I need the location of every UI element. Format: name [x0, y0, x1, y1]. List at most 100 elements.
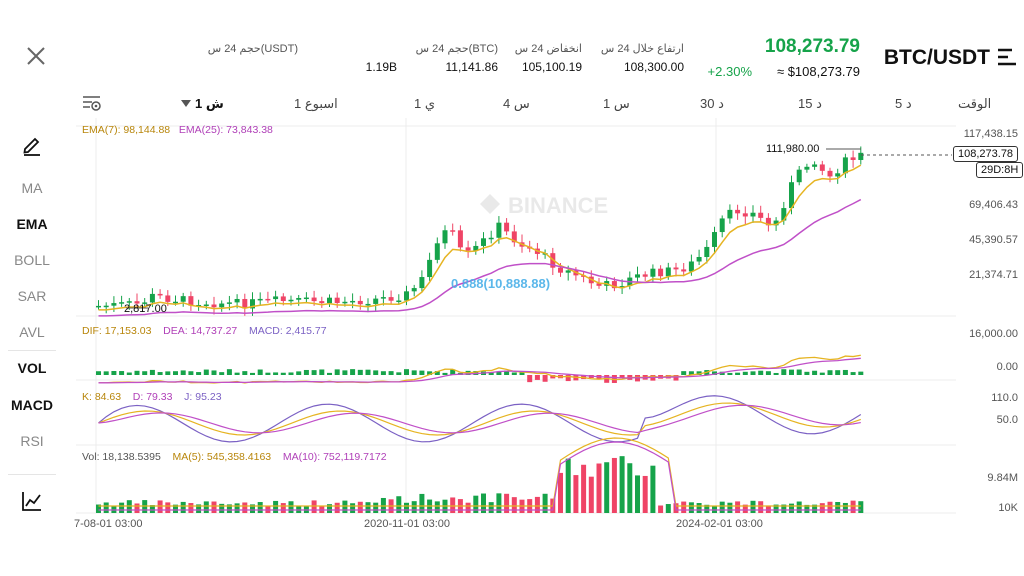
- volume-bar: [365, 502, 371, 513]
- macd-bar: [681, 371, 687, 375]
- sidebar-item-avl[interactable]: AVL: [19, 324, 45, 340]
- tab-15-min[interactable]: 15 د: [798, 96, 822, 111]
- candle-body: [203, 304, 209, 306]
- candle-body: [96, 305, 101, 308]
- watermark-text: BINANCE: [508, 193, 608, 218]
- macd-bar: [103, 371, 109, 375]
- macd-bar: [188, 371, 194, 375]
- macd-bar: [450, 369, 456, 375]
- candle-body: [465, 247, 471, 251]
- chevron-down-icon[interactable]: [181, 100, 191, 108]
- candle-body: [419, 277, 425, 289]
- tab-time[interactable]: الوقت: [958, 96, 992, 111]
- macd-bar: [319, 369, 325, 375]
- macd-bar: [534, 375, 540, 380]
- macd-bar: [327, 372, 332, 375]
- candle-body: [827, 170, 833, 177]
- volume-group: [96, 437, 864, 513]
- candle-body: [735, 209, 741, 214]
- macd-bar: [404, 369, 409, 375]
- candle-body: [173, 301, 178, 304]
- sidebar-item-rsi[interactable]: RSI: [20, 433, 44, 449]
- candle-body: [157, 293, 163, 296]
- volume-bar: [758, 501, 764, 513]
- volume-bar: [219, 503, 225, 513]
- tab-1-month[interactable]: 1 ش: [195, 96, 224, 111]
- candle-body: [642, 274, 648, 277]
- tab-5-min[interactable]: 5 د: [895, 96, 912, 111]
- macd-bar: [211, 370, 217, 375]
- sidebar-item-vol[interactable]: VOL: [17, 360, 47, 376]
- macd-bar: [303, 369, 309, 375]
- pencil-icon[interactable]: [21, 134, 43, 156]
- candle-body: [273, 296, 279, 300]
- candle-body: [242, 298, 248, 309]
- volume-bar: [265, 505, 271, 513]
- volume-bar: [658, 505, 664, 513]
- volume-bar: [296, 505, 302, 513]
- volume-bar: [588, 476, 594, 513]
- candle-body: [796, 169, 802, 183]
- macd-bar: [781, 369, 787, 375]
- macd-bar: [565, 375, 571, 382]
- macd-bar: [396, 372, 402, 375]
- sidebar-item-ma[interactable]: MA: [21, 180, 43, 196]
- tab-4-hour[interactable]: 4 س: [503, 96, 530, 111]
- sidebar-item-boll[interactable]: BOLL: [14, 252, 50, 268]
- kdj-legend: K: 84.63 D: 79.33 J: 95.23: [82, 391, 222, 403]
- volume-bar: [789, 503, 794, 513]
- macd-bar: [719, 371, 725, 375]
- macd-bar: [511, 372, 517, 375]
- menu-icon[interactable]: [996, 46, 1018, 68]
- sidebar-item-ema[interactable]: EMA: [16, 216, 48, 232]
- tab-30-min[interactable]: 30 د: [700, 96, 724, 111]
- macd-bar: [134, 370, 140, 375]
- candle-body: [688, 261, 694, 272]
- sidebar-item-macd[interactable]: MACD: [11, 397, 53, 413]
- tab-1-week[interactable]: 1 اسبوع: [294, 96, 338, 111]
- macd-bar: [727, 372, 733, 375]
- macd-bar: [434, 371, 440, 375]
- volume-bar: [604, 462, 610, 513]
- close-icon[interactable]: [24, 44, 48, 68]
- stat-value-vol-usdt: 1.19B: [365, 60, 397, 74]
- stat-value-high: 108,300.00: [623, 60, 684, 74]
- candle-body: [850, 157, 856, 160]
- volume-bar: [719, 501, 725, 513]
- chart-settings-icon[interactable]: [82, 95, 102, 113]
- indicator-chart-icon[interactable]: [21, 490, 43, 512]
- macd-bar: [380, 371, 386, 375]
- candlestick-chart[interactable]: BINANCE: [76, 118, 1024, 538]
- stat-label-vol-usdt: حجم 24 س(USDT): [207, 43, 298, 55]
- candle-body: [789, 182, 794, 209]
- candle-body: [504, 222, 510, 232]
- tab-1-hour[interactable]: 1 س: [603, 96, 630, 111]
- ema7-line: [98, 164, 862, 311]
- candle-body: [196, 304, 202, 307]
- x-label-0: 7-08-01 03:00: [74, 518, 143, 530]
- macd-group: [96, 354, 864, 384]
- vol-label: Vol: 18,138.5395: [82, 451, 161, 463]
- candle-body: [496, 222, 502, 238]
- macd-bar: [527, 375, 533, 383]
- candle-body: [804, 166, 810, 170]
- volume-bar: [234, 503, 240, 513]
- macd-bar: [342, 370, 348, 375]
- candle-body: [765, 217, 771, 226]
- candle-body: [265, 298, 271, 301]
- macd-label: MACD: 2,415.77: [248, 325, 327, 337]
- volume-bar: [835, 502, 841, 513]
- volume-bar: [473, 495, 479, 513]
- tab-1-day[interactable]: 1 ي: [414, 96, 436, 111]
- macd-bar: [773, 372, 779, 375]
- candle-body: [712, 232, 717, 247]
- y-label-main-2: 45,390.57: [969, 234, 1018, 246]
- volume-bar: [627, 463, 633, 513]
- sidebar-item-sar[interactable]: SAR: [17, 288, 47, 304]
- countdown-tag: 29D:8H: [976, 162, 1024, 178]
- macd-bar: [688, 371, 694, 375]
- volume-bar: [411, 501, 417, 513]
- macd-bar: [850, 372, 856, 375]
- candle-body: [681, 269, 687, 272]
- volume-bar: [111, 505, 117, 513]
